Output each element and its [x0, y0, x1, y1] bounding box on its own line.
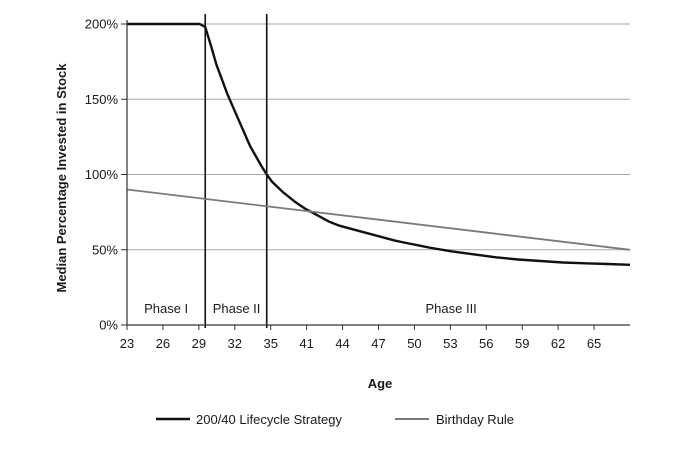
- y-tick-label: 50%: [92, 242, 118, 257]
- x-tick-label: 23: [120, 336, 134, 351]
- legend-label-lifecycle: 200/40 Lifecycle Strategy: [196, 412, 342, 427]
- x-tick-label: 56: [479, 336, 493, 351]
- phase-label: Phase III: [425, 301, 476, 316]
- legend: 200/40 Lifecycle Strategy Birthday Rule: [156, 412, 514, 427]
- series-line-birthday: [126, 188, 631, 251]
- legend-label-birthday: Birthday Rule: [436, 412, 514, 427]
- y-axis-title: Median Percentage Invested in Stock: [54, 63, 69, 293]
- series-line-lifecycle: [127, 22, 631, 266]
- y-tick-label: 200%: [85, 17, 119, 32]
- x-axis-title: Age: [368, 376, 393, 391]
- x-tick-label: 41: [299, 336, 313, 351]
- phase-dividers: Phase I Phase II Phase III: [144, 14, 477, 328]
- y-tick-label: 0%: [99, 318, 118, 333]
- x-tick-label: 47: [371, 336, 385, 351]
- x-tick-label: 65: [587, 336, 601, 351]
- x-tick-label: 29: [192, 336, 206, 351]
- phase-label: Phase II: [213, 301, 261, 316]
- x-tick-label: 26: [156, 336, 170, 351]
- axes: [121, 20, 630, 330]
- x-tick-label: 32: [228, 336, 242, 351]
- x-tick-label: 59: [515, 336, 529, 351]
- x-tick-label: 35: [263, 336, 277, 351]
- y-tick-label: 100%: [85, 167, 119, 182]
- x-tick-label: 62: [551, 336, 565, 351]
- y-tick-label: 150%: [85, 92, 119, 107]
- x-tick-label: 50: [407, 336, 421, 351]
- gridlines: [127, 23, 630, 251]
- phase-label: Phase I: [144, 301, 188, 316]
- tick-labels: 0% 50% 100% 150% 200% 23 26 29 32 35 41 44 47 50 53 56 5…: [85, 17, 602, 352]
- x-tick-label: 53: [443, 336, 457, 351]
- x-tick-label: 44: [335, 336, 349, 351]
- series-lines: [126, 22, 631, 266]
